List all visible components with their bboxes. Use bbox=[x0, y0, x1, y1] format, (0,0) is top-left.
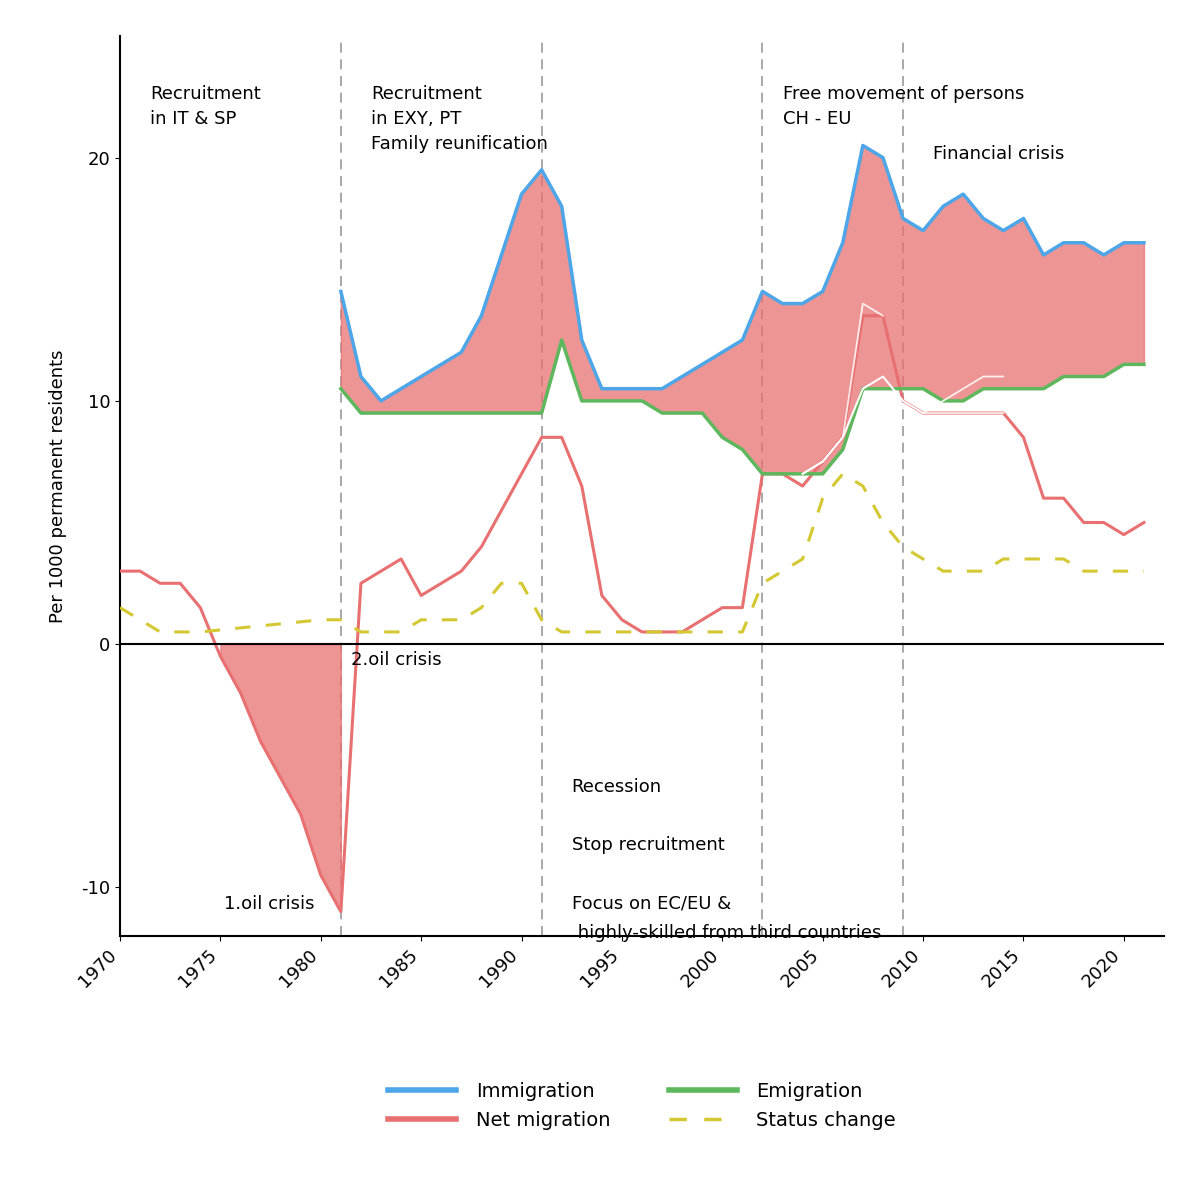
Y-axis label: Per 1000 permanent residents: Per 1000 permanent residents bbox=[49, 349, 67, 623]
Text: 2.oil crisis: 2.oil crisis bbox=[350, 652, 442, 670]
Legend: Immigration, Net migration, Emigration, Status change: Immigration, Net migration, Emigration, … bbox=[368, 1063, 916, 1150]
Text: Recruitment
in IT & SP: Recruitment in IT & SP bbox=[150, 85, 260, 127]
Text: Recruitment
in EXY, PT
Family reunification: Recruitment in EXY, PT Family reunificat… bbox=[371, 85, 548, 152]
Text: 1.oil crisis: 1.oil crisis bbox=[224, 895, 314, 913]
Text: Recession

Stop recruitment

Focus on EC/EU &
 highly-skilled from third countri: Recession Stop recruitment Focus on EC/E… bbox=[571, 778, 881, 942]
Text: Free movement of persons
CH - EU: Free movement of persons CH - EU bbox=[782, 85, 1024, 127]
Text: Financial crisis: Financial crisis bbox=[934, 145, 1064, 163]
